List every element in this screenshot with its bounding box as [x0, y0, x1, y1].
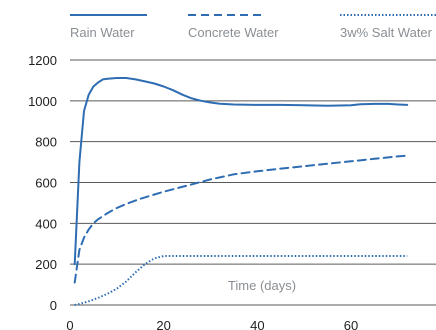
- grid: [70, 59, 436, 306]
- x-tick-label-0: 0: [66, 318, 73, 330]
- y-axis: 0 200 400 600 800 1000 1200: [28, 53, 57, 313]
- legend: Rain Water Concrete Water 3w% Salt Water: [70, 14, 436, 40]
- series-line-3: [74, 255, 408, 306]
- legend-label-2: Concrete Water: [188, 25, 279, 40]
- x-axis: 0 20 40 60: [66, 318, 358, 330]
- series-lines: [73, 77, 409, 306]
- series-line-1: [73, 77, 409, 266]
- y-tick-label-400: 400: [35, 216, 57, 231]
- y-tick-label-800: 800: [35, 135, 57, 150]
- legend-label-3: 3w% Salt Water: [340, 25, 433, 40]
- series-line-2: [73, 154, 409, 284]
- x-tick-label-60: 60: [344, 318, 358, 330]
- y-tick-label-0: 0: [50, 298, 57, 313]
- y-tick-label-200: 200: [35, 257, 57, 272]
- time-annotation: Time (days): [228, 278, 296, 293]
- legend-label-1: Rain Water: [70, 25, 135, 40]
- y-tick-label-1000: 1000: [28, 94, 57, 109]
- x-tick-label-20: 20: [156, 318, 170, 330]
- y-tick-label-600: 600: [35, 176, 57, 191]
- x-tick-label-40: 40: [250, 318, 264, 330]
- y-tick-label-1200: 1200: [28, 53, 57, 68]
